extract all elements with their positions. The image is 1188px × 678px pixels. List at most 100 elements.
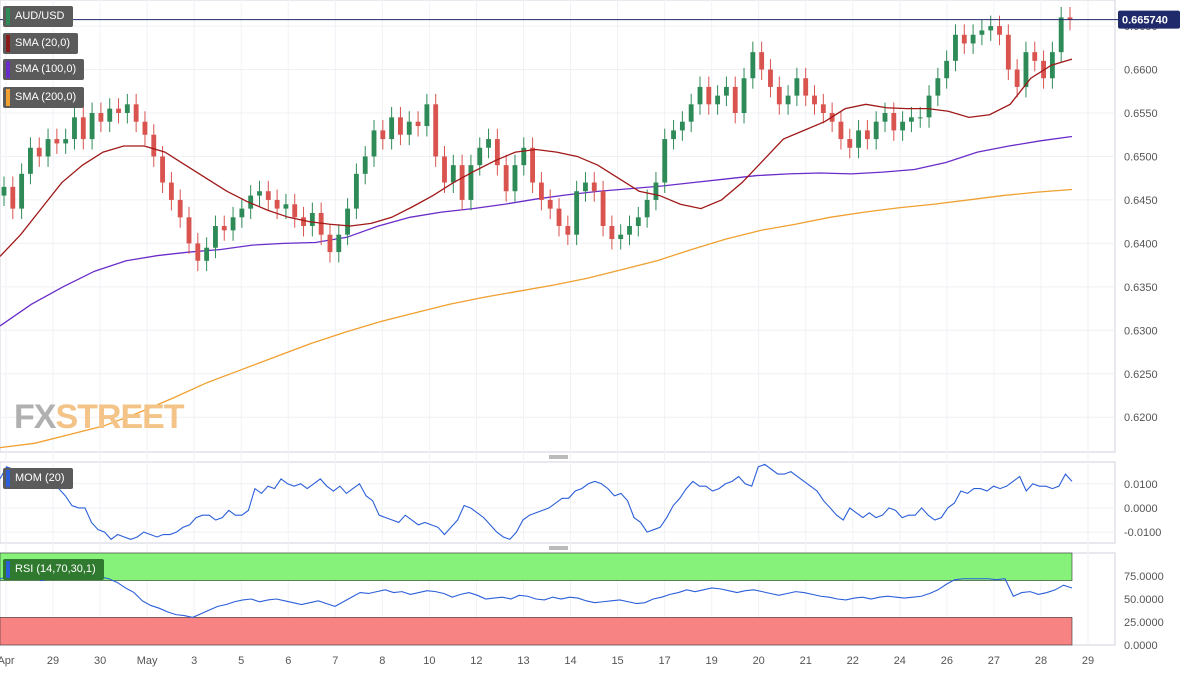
candle-down (600, 191, 606, 226)
main-y-tick-label: 0.6450 (1124, 195, 1158, 207)
candle-up (283, 204, 289, 209)
momentum-line (0, 463, 1073, 541)
x-tick-label: May (137, 655, 158, 667)
sma200-legend[interactable]: SMA (200,0) (3, 87, 85, 108)
candle-down (556, 208, 562, 226)
candle-up (635, 217, 641, 226)
x-tick-label: 24 (894, 655, 906, 667)
candle-up (671, 130, 676, 140)
candle-up (900, 121, 906, 131)
watermark-street: STREET (55, 398, 184, 436)
main-y-tick-label: 0.6350 (1124, 282, 1158, 294)
candle-down (1014, 69, 1020, 87)
candle-up (715, 95, 721, 105)
x-tick-label: 20 (753, 655, 765, 667)
candle-up (644, 199, 650, 218)
x-tick-label: 3 (191, 655, 197, 667)
x-tick-label: 10 (423, 655, 435, 667)
x-tick-label: 17 (658, 655, 670, 667)
candle-down (318, 212, 324, 235)
candle-down (301, 217, 306, 226)
candle-down (195, 243, 201, 261)
candle-up (45, 139, 51, 157)
mom-y-tick-label: 0.0000 (1124, 503, 1158, 515)
candle-up (1023, 52, 1029, 87)
candle-up (953, 34, 958, 61)
candle-up (583, 182, 588, 192)
sma200-legend-text: SMA (200,0) (15, 91, 77, 103)
candle-down (759, 52, 765, 70)
candle-up (1058, 17, 1064, 53)
candle-down (442, 156, 447, 183)
candle-down (609, 226, 615, 240)
x-tick-label: 28 (1035, 655, 1047, 667)
rsi-y-tick-label: 0.0000 (1124, 640, 1158, 652)
candle-down (80, 117, 86, 140)
candle-up (371, 130, 377, 157)
candle-up (679, 121, 685, 131)
candle-up (917, 117, 923, 119)
candle-down (327, 234, 333, 253)
candle-down (54, 139, 60, 144)
candle-up (908, 117, 914, 122)
x-tick-label: 22 (847, 655, 859, 667)
x-tick-label: 19 (706, 655, 718, 667)
candle-up (741, 78, 747, 113)
x-tick-label: 6 (285, 655, 291, 667)
sma20-legend[interactable]: SMA (20,0) (3, 33, 79, 54)
rsi-overbought-zone (0, 552, 1073, 581)
main-y-tick-label: 0.6600 (1124, 65, 1158, 77)
candle-up (257, 191, 262, 196)
symbol-swatch (6, 8, 10, 25)
rsi-oversold-zone (0, 617, 1073, 646)
candle-down (503, 165, 509, 192)
candle-up (873, 121, 879, 140)
mom-swatch (6, 470, 10, 487)
candle-down (98, 113, 104, 122)
sma100-legend[interactable]: SMA (100,0) (3, 59, 85, 80)
candle-down (494, 139, 500, 166)
candle-up (1, 186, 7, 196)
x-tick-label: 7 (332, 655, 338, 667)
candle-down (812, 95, 817, 105)
candle-up (468, 165, 474, 200)
mom-legend-text: MOM (20) (15, 472, 65, 484)
candle-down (547, 199, 553, 209)
candle-down (1005, 34, 1011, 70)
sma100-swatch (6, 61, 10, 78)
candle-up (627, 226, 632, 235)
candle-up (653, 182, 659, 200)
x-tick-label: 26 (941, 655, 953, 667)
candle-up (19, 173, 25, 209)
candle-down (997, 26, 1002, 35)
rsi-line (0, 574, 1073, 618)
mom-legend[interactable]: MOM (20) (3, 468, 73, 489)
candle-up (230, 217, 236, 231)
candle-up (882, 113, 888, 122)
last-price-tag-text: 0.665740 (1122, 15, 1168, 27)
candle-down (538, 182, 544, 200)
rsi-legend[interactable]: RSI (14,70,30,1) (3, 559, 104, 580)
x-tick-label: 12 (470, 655, 482, 667)
rsi-y-tick-label: 75.0000 (1124, 571, 1164, 583)
candle-down (221, 226, 227, 231)
candle-down (864, 130, 870, 140)
candle-down (415, 121, 421, 127)
candle-down (265, 191, 271, 200)
x-tick-label: Apr (0, 655, 15, 667)
candle-up (486, 139, 491, 148)
sma100-legend-text: SMA (100,0) (15, 63, 77, 75)
candle-down (591, 182, 597, 192)
sma20-swatch (6, 35, 10, 52)
x-tick-label: 14 (564, 655, 576, 667)
candle-up (521, 147, 527, 166)
main-y-tick-label: 0.6300 (1124, 325, 1158, 337)
main-y-tick-label: 0.6550 (1124, 108, 1158, 120)
watermark-fx: FX (14, 398, 56, 436)
candle-up (785, 95, 791, 105)
candle-up (450, 165, 456, 183)
symbol-label[interactable]: AUD/USD (3, 6, 73, 27)
candle-up (574, 191, 580, 235)
